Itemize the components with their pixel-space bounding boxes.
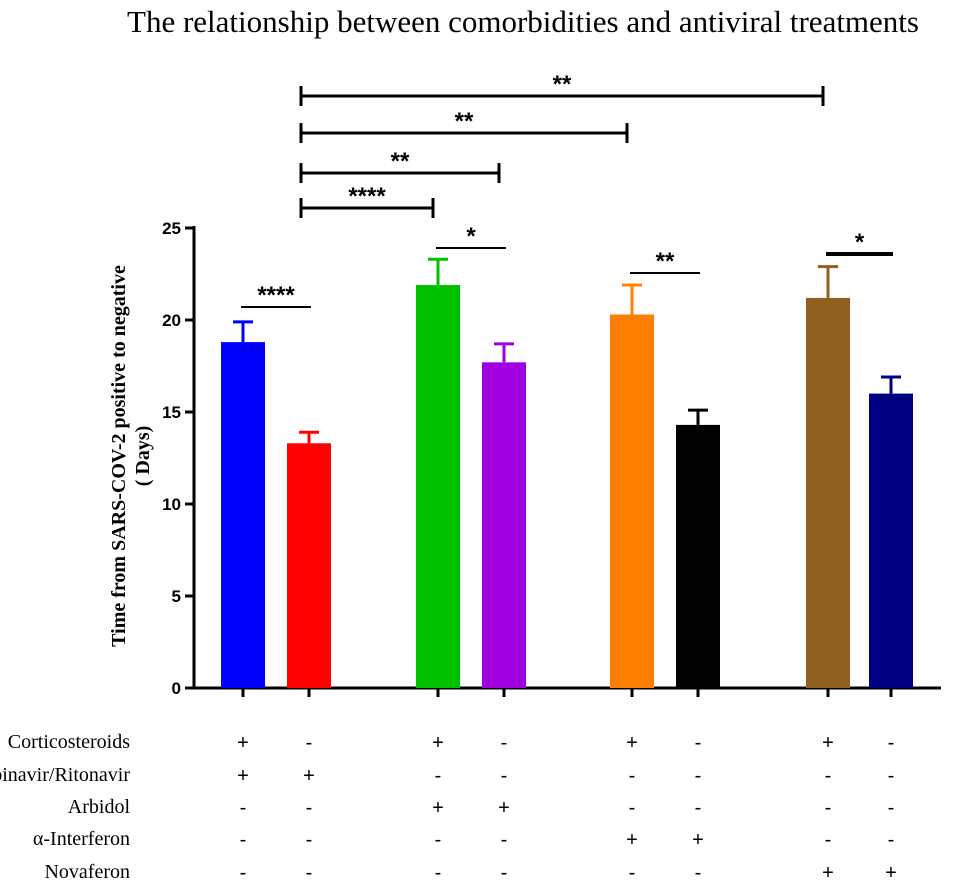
treatment-sign: - — [888, 765, 895, 787]
significance-markers: ****************** — [241, 71, 893, 309]
treatment-sign: - — [306, 732, 313, 754]
y-tick-label: 25 — [162, 219, 181, 238]
significance-label: ** — [455, 108, 474, 135]
treatment-row-label: Novaferon — [44, 861, 130, 883]
y-tick-label: 0 — [172, 679, 181, 698]
treatment-sign: - — [695, 797, 702, 819]
treatment-table: Corticosteroids + - + - + - + - Lopinavir/Ritonav… — [0, 731, 897, 884]
treatment-sign: - — [501, 732, 508, 754]
y-tick-label: 15 — [162, 403, 181, 422]
treatment-sign: + — [498, 797, 510, 819]
bar — [287, 443, 331, 688]
significance-label: ** — [553, 71, 572, 98]
treatment-sign: - — [825, 765, 832, 787]
treatment-sign: - — [695, 732, 702, 754]
treatment-sign: + — [432, 732, 444, 754]
bar — [869, 393, 913, 688]
treatment-row-label: Arbidol — [68, 796, 131, 818]
treatment-sign: + — [237, 732, 249, 754]
significance-label: **** — [257, 282, 295, 309]
treatment-sign: - — [306, 862, 313, 884]
treatment-sign: - — [306, 797, 313, 819]
treatment-sign: - — [240, 862, 247, 884]
treatment-sign: - — [888, 829, 895, 851]
treatment-sign: - — [695, 765, 702, 787]
treatment-sign: + — [822, 732, 834, 754]
y-axis-label-group: Time from SARS-COV-2 positive to negativ… — [108, 265, 154, 647]
y-tick-label: 5 — [172, 587, 181, 606]
treatment-sign: + — [432, 797, 444, 819]
treatment-sign: - — [435, 765, 442, 787]
y-axis-label-line2: ( Days) — [132, 426, 154, 487]
treatment-sign: - — [629, 797, 636, 819]
treatment-sign: + — [626, 829, 638, 851]
y-axis-label-line1: Time from SARS-COV-2 positive to negativ… — [108, 265, 130, 647]
y-tick-label: 20 — [162, 311, 181, 330]
treatment-sign: + — [692, 829, 704, 851]
bar — [610, 314, 654, 688]
treatment-sign: - — [240, 829, 247, 851]
treatment-sign: - — [435, 829, 442, 851]
treatment-sign: - — [825, 797, 832, 819]
significance-label: ** — [391, 148, 410, 175]
treatment-sign: - — [240, 797, 247, 819]
treatment-sign: + — [822, 862, 834, 884]
treatment-sign: - — [435, 862, 442, 884]
treatment-row-label: α-Interferon — [33, 828, 130, 850]
treatment-sign: + — [626, 732, 638, 754]
y-tick-label: 10 — [162, 495, 181, 514]
chart-title: The relationship between comorbidities a… — [127, 4, 919, 39]
treatment-sign: + — [885, 862, 897, 884]
bar — [806, 297, 850, 688]
treatment-sign: - — [629, 765, 636, 787]
treatment-sign: - — [825, 829, 832, 851]
treatment-sign: - — [629, 862, 636, 884]
treatment-row-label: Lopinavir/Ritonavir — [0, 764, 130, 786]
bar — [416, 285, 460, 688]
significance-label: **** — [348, 183, 386, 210]
treatment-sign: - — [306, 829, 313, 851]
bars — [221, 257, 913, 688]
significance-label: ** — [656, 248, 675, 275]
treatment-sign: - — [695, 862, 702, 884]
treatment-row-label: Corticosteroids — [8, 731, 130, 753]
treatment-sign: + — [237, 765, 249, 787]
treatment-sign: + — [303, 765, 315, 787]
bar — [221, 342, 265, 688]
treatment-sign: - — [501, 862, 508, 884]
significance-label: * — [855, 229, 865, 256]
bar — [482, 362, 526, 688]
bar — [676, 424, 720, 688]
treatment-sign: - — [501, 765, 508, 787]
treatment-sign: - — [501, 829, 508, 851]
treatment-sign: - — [888, 797, 895, 819]
treatment-sign: - — [888, 732, 895, 754]
significance-label: * — [466, 223, 476, 250]
